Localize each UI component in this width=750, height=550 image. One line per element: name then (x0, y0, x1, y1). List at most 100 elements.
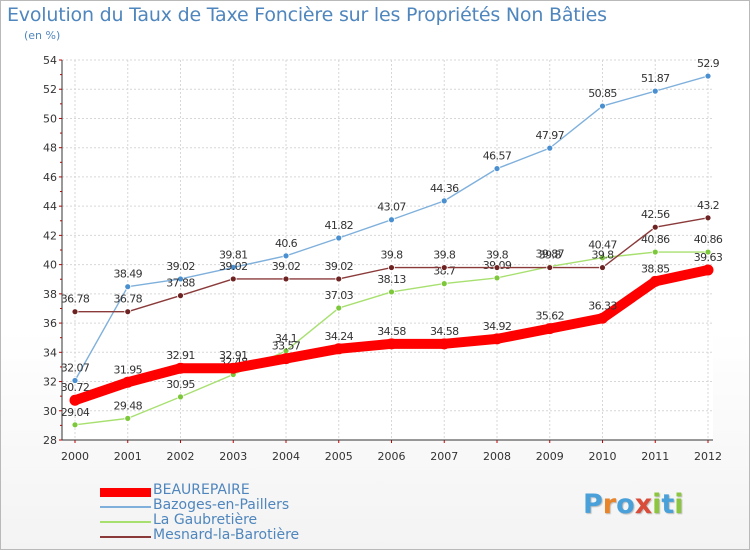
data-point-mesnard-la-baroti-re (282, 275, 290, 283)
y-tick-label: 42 (43, 229, 57, 242)
data-point-beaurepaire (227, 362, 239, 374)
data-point-beaurepaire (122, 376, 134, 388)
x-tick-label: 2001 (114, 450, 142, 463)
y-tick-label: 28 (43, 434, 57, 447)
data-label-beaurepaire: 32.91 (166, 349, 195, 362)
data-label-beaurepaire: 39.63 (694, 251, 723, 264)
data-point-bazoges-en-paillers (493, 165, 501, 172)
data-point-la-gaubreti-re (177, 393, 184, 401)
x-tick-label: 2004 (272, 450, 300, 463)
data-label-la-gaubreti-re: 29.48 (114, 399, 143, 412)
y-tick-label: 46 (43, 171, 57, 184)
legend-swatch (100, 521, 151, 523)
data-point-beaurepaire (175, 362, 186, 374)
data-label-mesnard-la-baroti-re: 39.02 (325, 260, 354, 273)
data-label-mesnard-la-baroti-re: 39.8 (486, 249, 509, 262)
data-point-mesnard-la-baroti-re (177, 292, 184, 300)
data-point-la-gaubreti-re (388, 288, 395, 296)
data-point-mesnard-la-baroti-re (440, 264, 448, 271)
data-point-bazoges-en-paillers (124, 283, 132, 291)
data-label-bazoges-en-paillers: 52.9 (697, 57, 720, 70)
plot-area (62, 60, 713, 440)
data-label-bazoges-en-paillers: 41.82 (325, 219, 354, 232)
legend-label: Mesnard-la-Barotière (153, 527, 300, 543)
data-label-bazoges-en-paillers: 46.57 (483, 150, 512, 163)
data-label-mesnard-la-baroti-re: 39.8 (591, 249, 614, 262)
data-point-bazoges-en-paillers (388, 216, 395, 224)
y-tick-label: 34 (43, 346, 57, 359)
data-label-bazoges-en-paillers: 32.07 (61, 362, 90, 375)
logo-letter: t (661, 489, 675, 520)
data-label-beaurepaire: 35.62 (536, 310, 565, 323)
data-point-bazoges-en-paillers (704, 72, 712, 80)
logo-letter: o (616, 489, 635, 520)
data-label-bazoges-en-paillers: 43.07 (377, 201, 406, 214)
y-tick-label: 36 (43, 317, 57, 330)
data-point-beaurepaire (69, 394, 81, 406)
data-label-bazoges-en-paillers: 51.87 (641, 72, 670, 85)
x-tick-label: 2006 (378, 450, 406, 463)
data-point-mesnard-la-baroti-re (493, 264, 501, 271)
data-label-mesnard-la-baroti-re: 43.2 (697, 199, 719, 212)
data-point-mesnard-la-baroti-re (71, 308, 79, 316)
x-tick-label: 2010 (589, 450, 617, 463)
x-tick-label: 2008 (483, 450, 511, 463)
data-point-mesnard-la-baroti-re (388, 264, 395, 271)
data-point-beaurepaire (280, 353, 292, 365)
logo-letter: r (602, 489, 617, 520)
logo-letter: x (634, 489, 653, 520)
data-point-mesnard-la-baroti-re (651, 223, 659, 231)
legend-label: La Gaubretière (153, 512, 258, 528)
y-tick-label: 38 (43, 288, 57, 301)
y-tick-label: 52 (43, 83, 57, 96)
proxiti-logo: Proxiti (583, 489, 684, 520)
data-point-la-gaubreti-re (440, 280, 448, 288)
data-label-mesnard-la-baroti-re: 39.8 (433, 249, 456, 262)
data-label-beaurepaire: 34.24 (325, 330, 354, 343)
data-point-beaurepaire (491, 333, 503, 345)
data-label-la-gaubreti-re: 39.87 (536, 248, 565, 261)
data-label-bazoges-en-paillers: 44.36 (430, 182, 459, 195)
data-point-bazoges-en-paillers (440, 197, 448, 205)
y-tick-label: 50 (43, 112, 57, 125)
data-label-la-gaubreti-re: 29.04 (61, 406, 90, 419)
data-label-mesnard-la-baroti-re: 36.78 (114, 293, 143, 306)
data-point-beaurepaire (438, 338, 450, 350)
data-point-la-gaubreti-re (71, 421, 79, 429)
data-label-mesnard-la-baroti-re: 39.02 (272, 260, 301, 273)
data-label-la-gaubreti-re: 40.86 (694, 233, 723, 246)
data-point-la-gaubreti-re (599, 254, 606, 262)
data-point-beaurepaire (649, 275, 661, 287)
data-label-beaurepaire: 31.95 (114, 363, 143, 376)
x-tick-label: 2002 (167, 450, 195, 463)
y-tick-label: 54 (43, 54, 57, 67)
data-label-la-gaubreti-re: 38.13 (377, 273, 406, 286)
data-label-beaurepaire: 33.57 (272, 340, 301, 353)
chart-title: Evolution du Taux de Taxe Foncière sur l… (7, 4, 607, 26)
data-label-beaurepaire: 34.58 (377, 325, 406, 338)
data-point-mesnard-la-baroti-re (335, 275, 343, 283)
data-label-mesnard-la-baroti-re: 37.88 (166, 277, 195, 290)
data-point-beaurepaire (702, 264, 714, 276)
data-label-beaurepaire: 34.92 (483, 320, 512, 333)
x-tick-label: 2011 (641, 450, 669, 463)
data-point-beaurepaire (544, 323, 556, 335)
data-label-bazoges-en-paillers: 50.85 (588, 87, 617, 100)
data-label-mesnard-la-baroti-re: 39.8 (539, 249, 562, 262)
data-point-bazoges-en-paillers (282, 252, 290, 260)
legend-label: Bazoges-en-Paillers (153, 497, 290, 513)
x-tick-label: 2007 (430, 450, 458, 463)
data-label-bazoges-en-paillers: 39.81 (219, 248, 248, 261)
data-label-bazoges-en-paillers: 39.02 (166, 260, 195, 273)
x-tick-label: 2009 (536, 450, 564, 463)
y-tick-label: 30 (43, 405, 57, 418)
logo-letter: i (674, 489, 684, 520)
data-label-bazoges-en-paillers: 47.97 (536, 129, 565, 142)
y-tick-label: 32 (43, 376, 57, 389)
data-point-la-gaubreti-re (335, 304, 343, 312)
data-label-bazoges-en-paillers: 40.6 (275, 237, 298, 250)
data-point-mesnard-la-baroti-re (546, 264, 554, 271)
legend-swatch (100, 487, 151, 497)
data-point-mesnard-la-baroti-re (599, 264, 606, 271)
legend-swatch (100, 536, 151, 538)
